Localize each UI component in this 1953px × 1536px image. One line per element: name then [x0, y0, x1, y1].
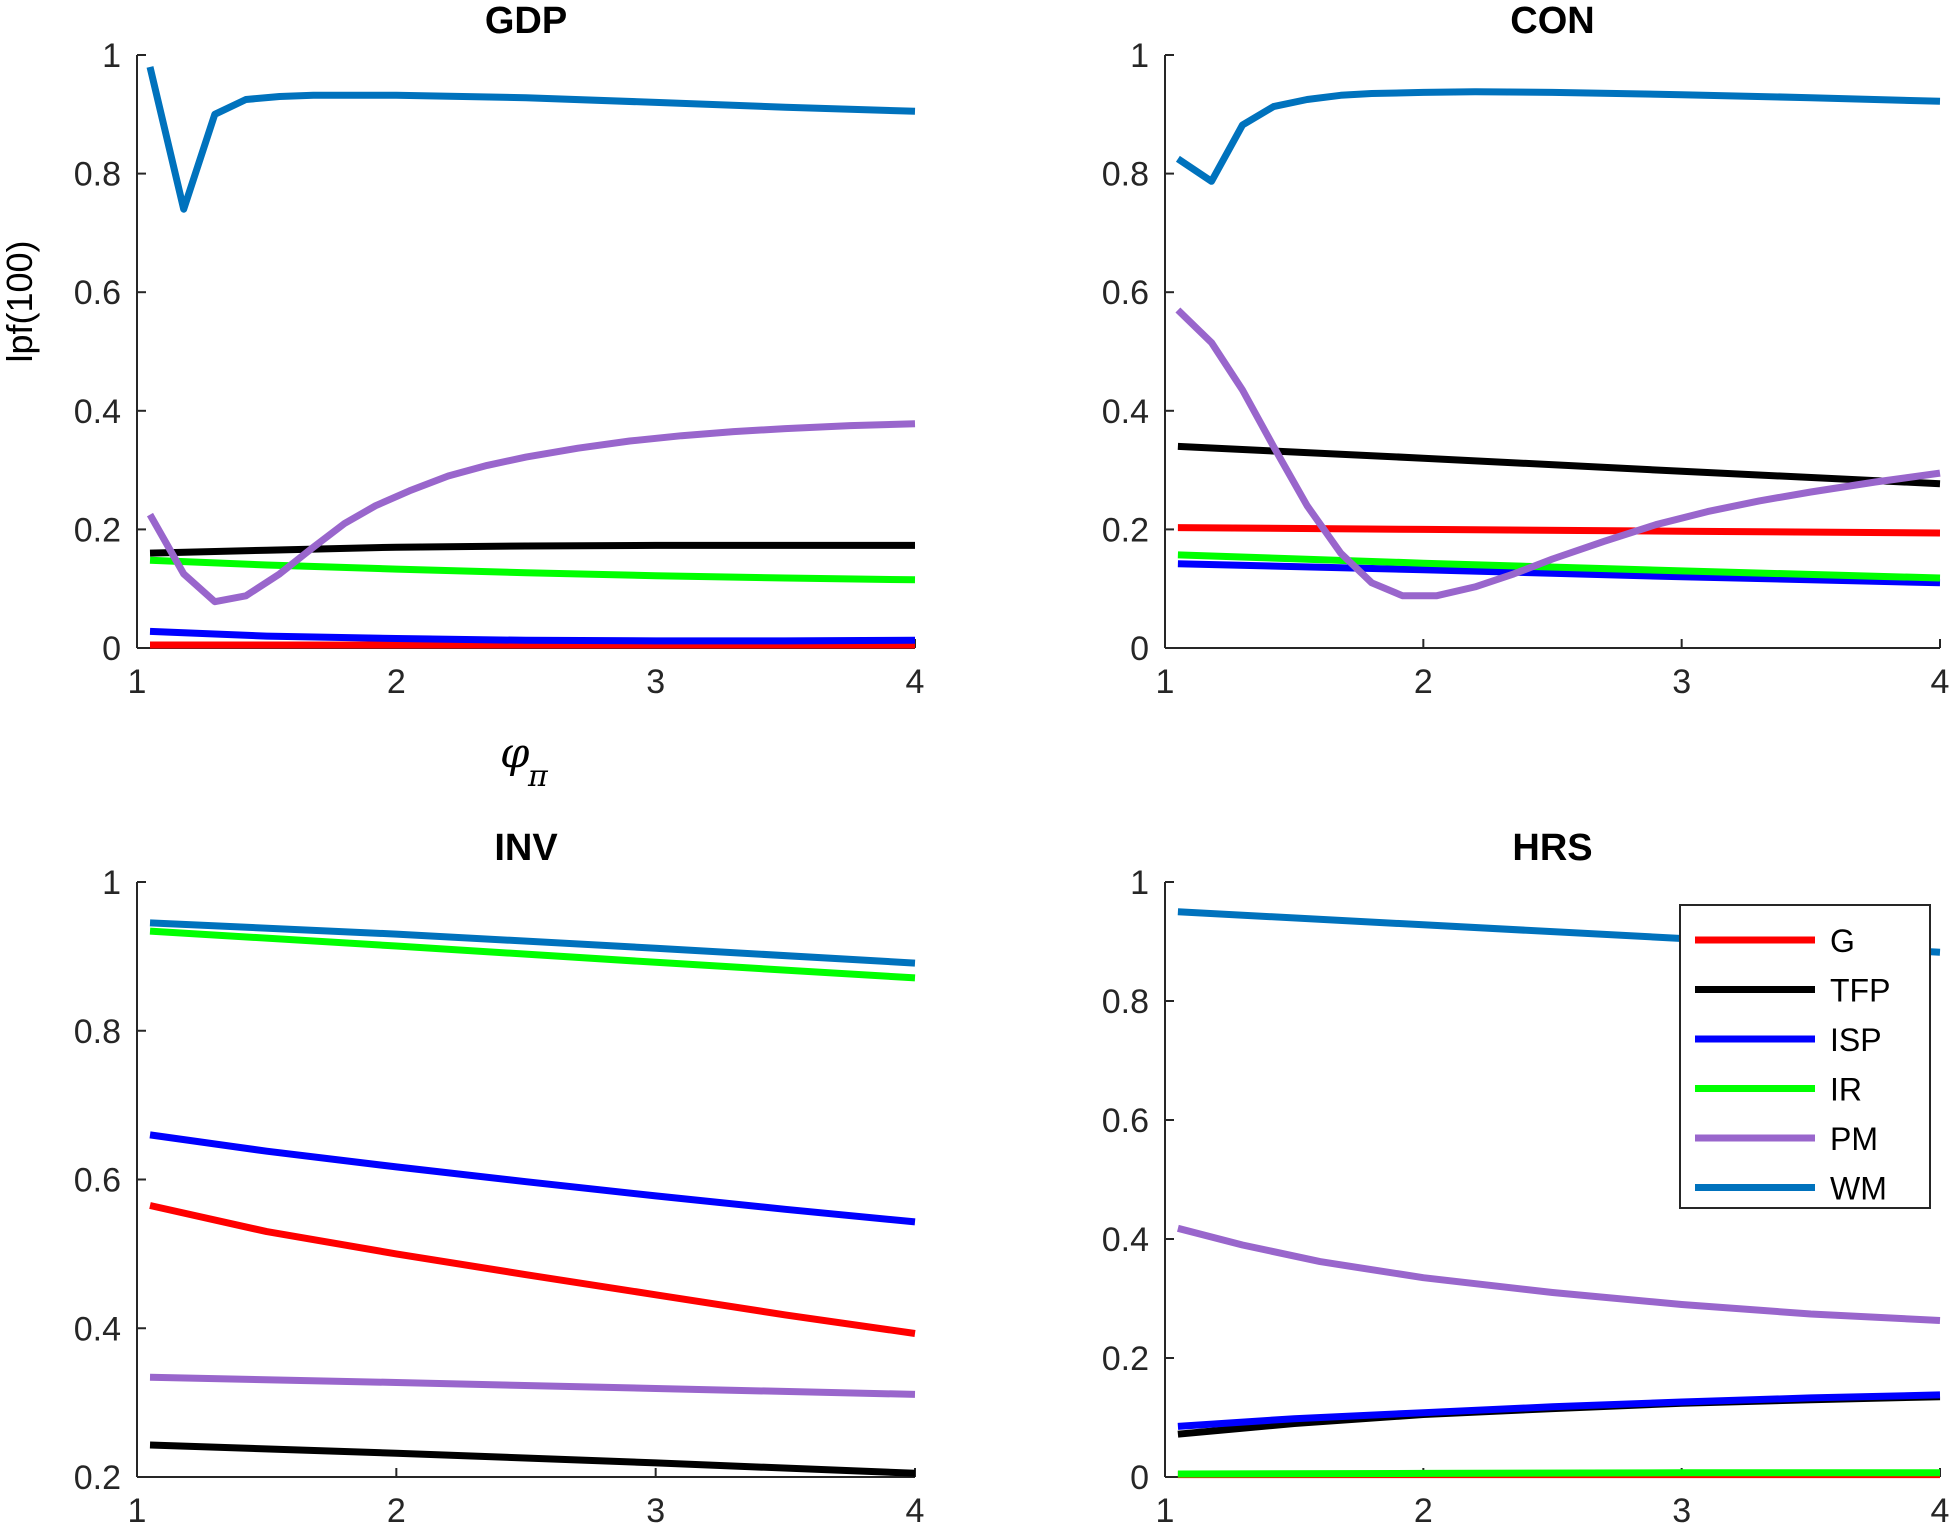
y-tick-label: 0.8	[1102, 983, 1149, 1021]
series-line-ir	[1177, 1469, 1940, 1478]
series-line-pm	[146, 420, 916, 606]
x-tick-label: 2	[1414, 1492, 1433, 1530]
series-line-isp	[149, 1131, 916, 1226]
y-tick-label: 0	[102, 630, 121, 668]
y-tick-label: 1	[102, 37, 121, 75]
y-tick-label: 0.6	[1102, 1102, 1149, 1140]
legend-label-tfp: TFP	[1830, 973, 1890, 1009]
x-axis-label-subscript: π	[527, 759, 549, 794]
y-tick-label: 0.6	[1102, 274, 1149, 312]
x-tick-label: 3	[646, 1492, 665, 1530]
chart-con: 0 0.2 0.4 0.6 0.8 1 1 2 3 4 CON	[1102, 0, 1950, 701]
y-tick-label: 0.2	[74, 1459, 121, 1497]
legend: G TFP ISP IR PM WM	[1679, 904, 1931, 1209]
y-tick-label: 0	[1130, 1459, 1149, 1497]
series-line-wm	[149, 919, 916, 967]
chart-title: INV	[494, 827, 558, 869]
x-tick-label: 1	[128, 663, 147, 701]
y-tick-label: 0.2	[74, 511, 121, 549]
legend-label-ir: IR	[1830, 1072, 1862, 1108]
y-axis-label: lpf(100)	[0, 240, 40, 362]
series-line-ir	[1177, 551, 1941, 582]
x-tick-label: 3	[1672, 663, 1691, 701]
series-line-tfp	[149, 541, 915, 557]
x-tick-label: 1	[1156, 663, 1175, 701]
chart-title: CON	[1510, 0, 1594, 42]
y-tick-label: 0.6	[74, 274, 121, 312]
series-line-isp	[1177, 560, 1941, 587]
y-tick-label: 0.4	[74, 1310, 121, 1348]
chart-title: GDP	[485, 0, 567, 42]
y-tick-label: 0.8	[1102, 156, 1149, 194]
series-line-tfp	[149, 1441, 916, 1477]
x-axis-label: φ	[500, 728, 530, 777]
y-tick-label: 0.6	[74, 1162, 121, 1200]
x-tick-label: 2	[387, 663, 406, 701]
legend-label-g: G	[1830, 923, 1855, 959]
y-tick-label: 0.8	[74, 1013, 121, 1051]
legend-box	[1679, 904, 1931, 1209]
legend-label-pm: PM	[1830, 1121, 1878, 1157]
y-tick-label: 1	[1130, 864, 1149, 902]
series-line-pm	[1177, 1224, 1941, 1324]
chart-gdp: 0 0.2 0.4 0.6 0.8 1 1 2 3 4 GDP lpf(100) φπ	[0, 0, 924, 794]
x-tick-label: 4	[906, 1492, 925, 1530]
y-tick-label: 0.8	[74, 156, 121, 194]
x-tick-label: 4	[1931, 1492, 1950, 1530]
x-tick-label: 1	[1156, 1492, 1175, 1530]
series-line-wm	[1175, 88, 1941, 185]
x-tick-label: 1	[128, 1492, 147, 1530]
series-line-isp	[149, 627, 916, 645]
x-tick-label: 4	[906, 663, 925, 701]
series-line-ir	[149, 927, 916, 982]
chart-hrs: 0 0.2 0.4 0.6 0.8 1 1 2 3 4 HRS G TFP ISP IR PM WM	[1102, 827, 1950, 1530]
y-tick-label: 0.4	[1102, 393, 1149, 431]
series-line-g	[1177, 524, 1941, 537]
y-tick-label: 0.4	[1102, 1221, 1149, 1259]
series-line-tfp	[1177, 442, 1941, 488]
x-tick-label: 3	[1672, 1492, 1691, 1530]
series-line-pm	[149, 1373, 916, 1398]
x-tick-label: 2	[387, 1492, 406, 1530]
x-tick-label: 4	[1931, 663, 1950, 701]
y-tick-label: 0.4	[74, 393, 121, 431]
series-line-ir	[149, 556, 916, 584]
series-line-g	[149, 1202, 916, 1337]
y-tick-label: 1	[102, 864, 121, 902]
y-tick-label: 0.2	[1102, 1340, 1149, 1378]
series-line-isp	[1177, 1391, 1941, 1430]
series-line-wm	[146, 66, 916, 213]
y-tick-label: 0.2	[1102, 511, 1149, 549]
y-tick-label: 0	[1130, 630, 1149, 668]
series-line-pm	[1175, 307, 1941, 600]
y-tick-label: 1	[1130, 37, 1149, 75]
chart-title: HRS	[1512, 827, 1592, 869]
x-tick-label: 3	[646, 663, 665, 701]
x-tick-label: 2	[1414, 663, 1433, 701]
chart-inv: 0.2 0.4 0.6 0.8 1 1 2 3 4 INV	[74, 827, 925, 1530]
legend-label-isp: ISP	[1830, 1022, 1882, 1058]
legend-label-wm: WM	[1830, 1171, 1887, 1207]
